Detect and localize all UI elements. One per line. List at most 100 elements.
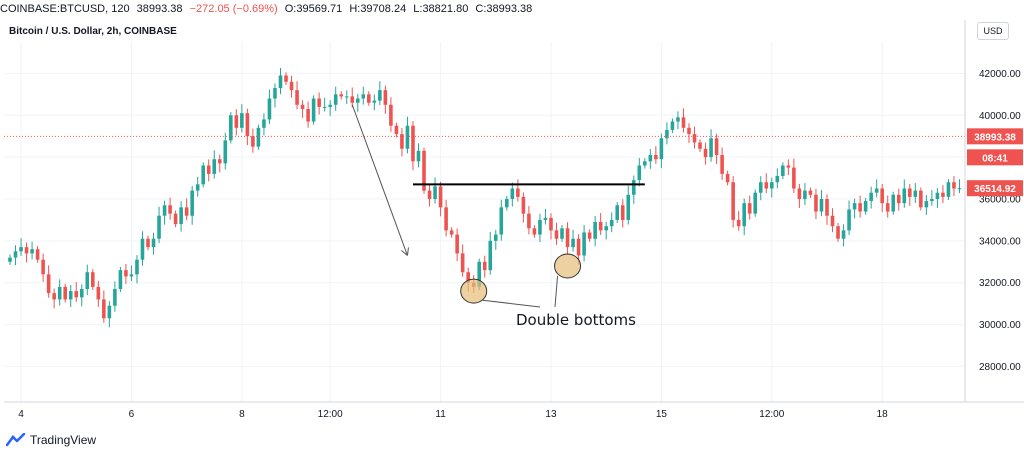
candle-body [885,203,890,212]
candle-body [8,257,12,262]
tradingview-logo-icon [6,433,26,447]
candle-body [107,305,112,319]
candle-body [731,182,735,220]
time-tick-label: 18 [877,409,889,420]
candle-body [725,173,730,183]
bottom-marker [554,253,582,279]
candle-body [24,247,29,254]
candle-body [19,247,23,252]
candle-body [554,230,559,239]
candle-body [742,203,746,227]
candle-body [808,190,813,195]
candle-body [229,115,233,141]
candle-body [643,161,647,166]
time-tick-label: 12:00 [759,409,784,420]
candle-body [543,217,548,220]
candle-body [482,261,487,271]
candle-body [687,127,691,135]
candle-body [637,165,642,181]
candle-body [510,188,515,199]
candle-body [68,291,73,300]
candle-body [13,251,18,258]
candle-body [63,286,67,300]
candle-body [521,196,526,214]
candle-body [311,98,316,122]
candle-body [493,234,498,241]
brand-label: TradingView [30,433,97,447]
candle-body [394,125,399,135]
candle-body [162,205,167,216]
price-tick-label: 34000.00 [979,236,1021,247]
candle-body [350,96,355,103]
candle-body [930,198,934,202]
candle-body [85,272,90,289]
candle-body [57,286,62,300]
candle-body [582,232,586,256]
candle-body [433,186,437,199]
candle-body [781,165,785,176]
candle-body [300,104,305,109]
candle-body [874,188,879,193]
candle-body [676,117,680,122]
brand-footer[interactable]: TradingView [6,432,96,448]
candle-body [593,222,597,239]
candle-body [863,201,868,212]
price-tick-label: 42000.00 [979,69,1021,80]
candle-body [251,136,255,147]
candle-body [151,238,156,248]
candle-body [449,230,454,235]
candle-body [549,217,553,231]
price-axis[interactable]: 42000.0040000.0038000.0036000.0034000.00… [964,20,1023,402]
candle-body [422,150,426,191]
candle-body [825,198,829,216]
candle-body [919,190,923,208]
candle-body [609,219,614,227]
time-tick-label: 13 [545,409,557,420]
candle-body [234,115,239,128]
candle-body [488,240,493,271]
candle-body [505,198,509,208]
candle-body [168,205,172,214]
candle-body [736,219,741,227]
time-axis[interactable]: 4 6 8 12:00 11 13 15 12:00 18 [4,401,1024,420]
candle-body [814,194,818,212]
price-marker-label: 08:41 [982,153,1008,164]
candle-body [792,167,796,189]
currency-button[interactable]: USD [977,22,1009,40]
candle-body [576,238,581,256]
candle-body [659,138,664,160]
candle-body [764,182,769,189]
symbol-label[interactable]: COINBASE:BTCUSD, 120 [0,3,130,15]
candle-body [206,165,211,174]
price-tick-label: 40000.00 [979,111,1021,122]
candle-body [516,188,520,197]
close-value: C:38993.38 [475,3,533,15]
candle-body [587,232,592,239]
candle-body [538,219,542,235]
price-tick-label: 30000.00 [979,320,1021,331]
candle-body [46,274,51,294]
candle-body [852,203,857,210]
candle-body [902,188,907,204]
candle-body [786,165,791,168]
candle-body [946,182,951,197]
candle-body [140,238,145,260]
candle-body [41,259,45,275]
bottom-marker [460,278,488,304]
candle-body [747,203,752,214]
candle-body [692,134,697,143]
candle-body [240,113,244,128]
candle-body [289,81,294,91]
candle-body [858,203,862,212]
price-marker [967,180,1023,197]
candle-body [560,228,564,239]
time-tick-label: 6 [129,409,135,420]
candle-body [295,90,299,105]
candle-body [79,288,84,298]
price-marker-label: 38993.38 [974,132,1016,143]
high-value: H:39708.24 [349,3,407,15]
candle-body [891,194,896,212]
candlestick-series [8,67,962,328]
candle-body [720,155,724,174]
